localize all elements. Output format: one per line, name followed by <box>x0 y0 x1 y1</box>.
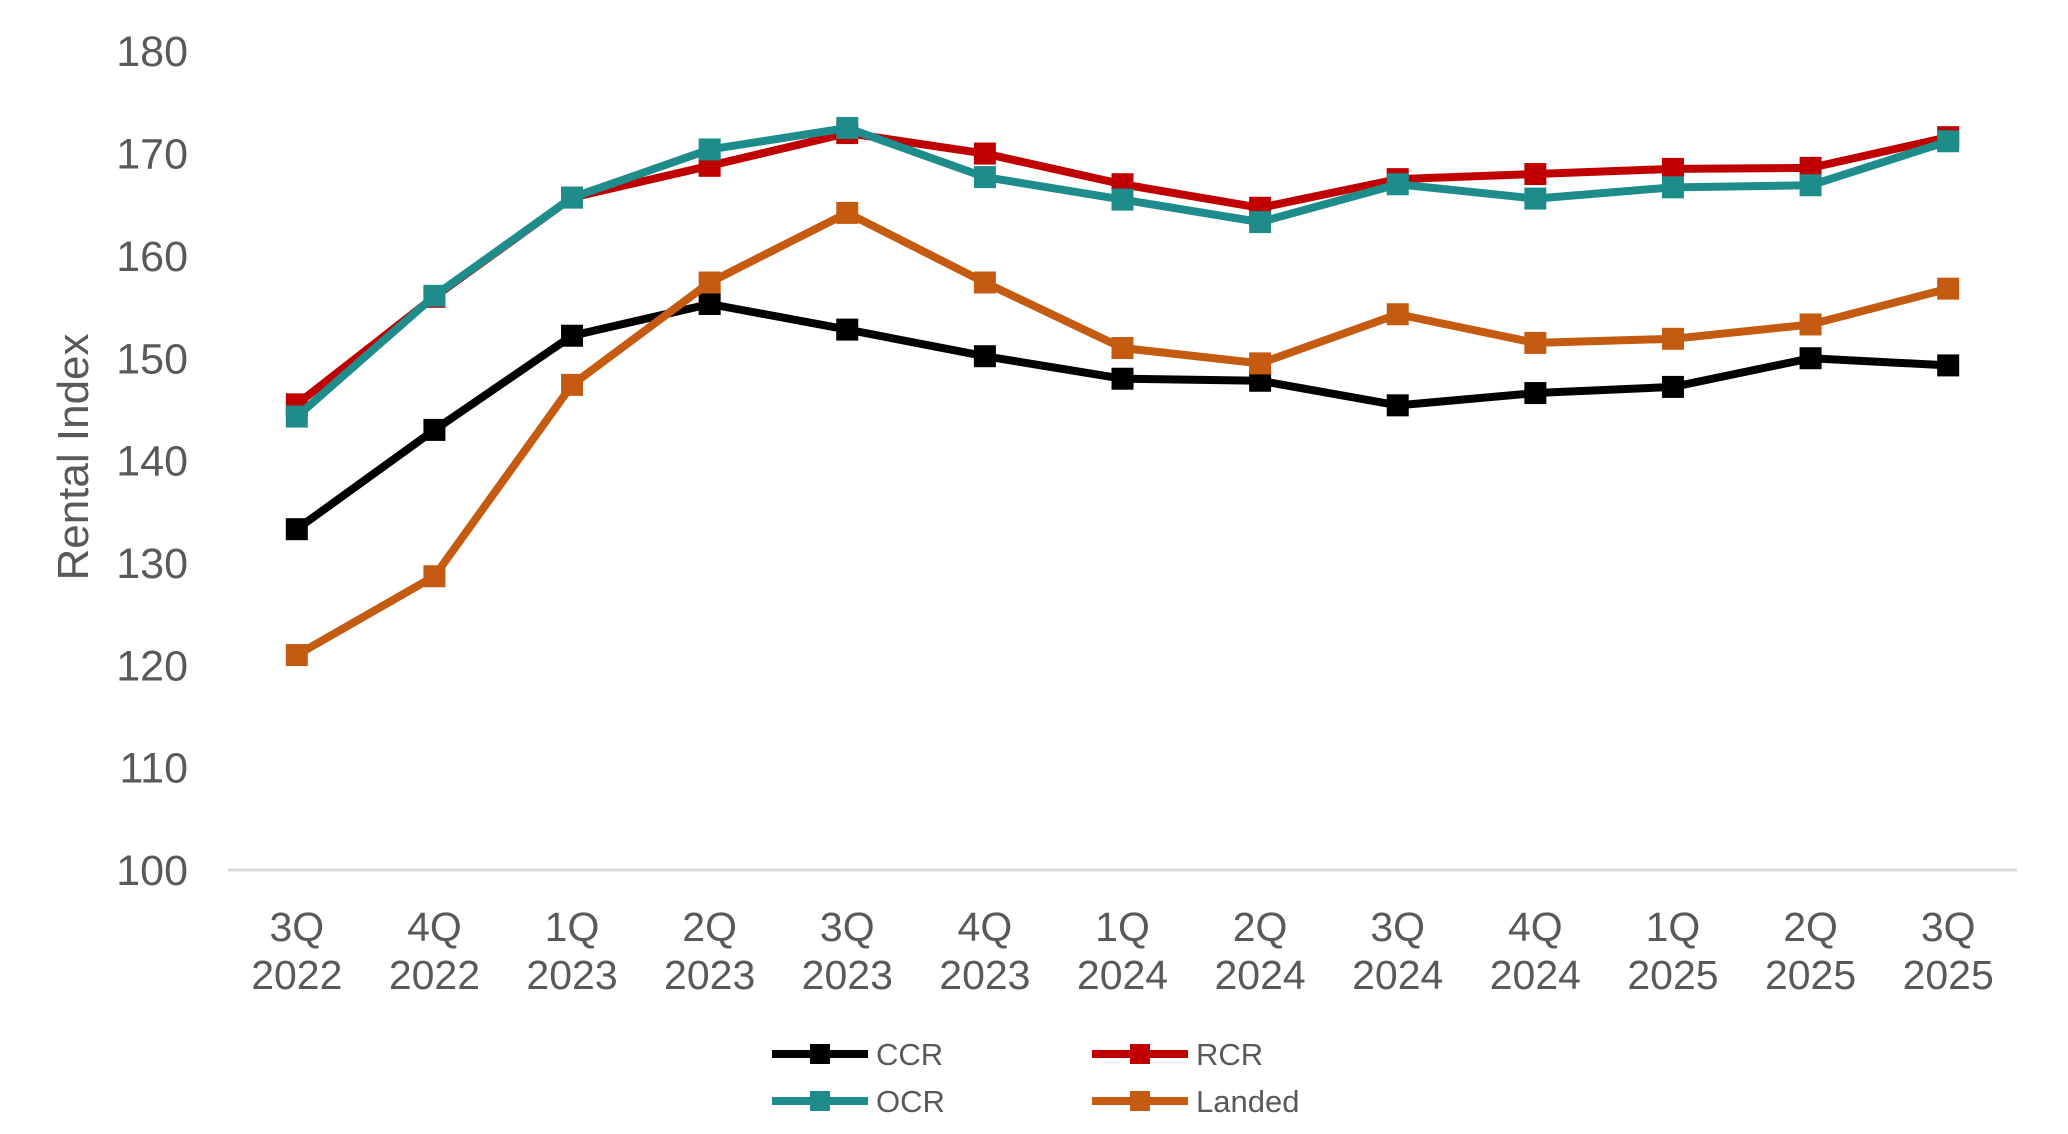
legend-item-rcr: RCR <box>1092 1037 1263 1072</box>
series-marker-landed <box>285 644 308 667</box>
series-marker-landed <box>423 565 446 588</box>
y-tick-label: 140 <box>116 438 188 486</box>
series-marker-ocr <box>561 186 584 209</box>
series-marker-ocr <box>836 116 859 139</box>
x-category-label: 3Q 2024 <box>1352 904 1443 998</box>
legend-item-landed: Landed <box>1092 1084 1299 1119</box>
legend-label: Landed <box>1196 1084 1299 1119</box>
x-category-label: 1Q 2023 <box>526 904 617 998</box>
series-marker-ccr <box>1937 354 1960 377</box>
series-marker-ccr <box>1111 367 1134 390</box>
series-marker-landed <box>1111 337 1134 360</box>
series-marker-landed <box>1386 303 1409 326</box>
series-marker-ocr <box>285 405 308 428</box>
x-category-label: 2Q 2024 <box>1215 904 1306 998</box>
x-category-label: 3Q 2022 <box>251 904 342 998</box>
series-marker-ocr <box>1524 187 1547 210</box>
legend-marker-swatch <box>810 1044 830 1064</box>
series-marker-landed <box>1799 313 1822 336</box>
x-category-label: 4Q 2022 <box>389 904 480 998</box>
series-marker-landed <box>1937 277 1960 300</box>
legend-label: CCR <box>876 1037 943 1072</box>
series-marker-ocr <box>973 166 996 189</box>
x-category-label: 1Q 2025 <box>1627 904 1718 998</box>
series-marker-ccr <box>836 318 859 341</box>
series-marker-rcr <box>1661 157 1684 180</box>
x-category-label: 4Q 2024 <box>1490 904 1581 998</box>
series-marker-landed <box>1249 352 1272 375</box>
legend-label: RCR <box>1196 1037 1263 1072</box>
y-tick-label: 130 <box>116 540 188 588</box>
y-tick-label: 170 <box>116 131 188 179</box>
series-marker-ocr <box>1937 130 1960 153</box>
series-marker-ocr <box>1799 174 1822 197</box>
legend-item-ocr: OCR <box>772 1084 945 1119</box>
series-marker-ccr <box>1661 375 1684 398</box>
series-marker-landed <box>561 373 584 396</box>
series-marker-ocr <box>1249 211 1272 234</box>
legend-layer: CCR RCR OCR Landed <box>772 1037 1299 1119</box>
series-layer <box>285 116 1960 667</box>
series-marker-ocr <box>423 284 446 307</box>
x-category-label: 2Q 2023 <box>664 904 755 998</box>
series-marker-ocr <box>698 138 721 161</box>
series-marker-ccr <box>423 418 446 441</box>
series-marker-ccr <box>698 293 721 316</box>
series-marker-ccr <box>561 324 584 347</box>
y-tick-label: 150 <box>116 335 188 383</box>
series-marker-landed <box>1524 331 1547 354</box>
x-category-label: 4Q 2023 <box>939 904 1030 998</box>
x-category-label: 3Q 2023 <box>802 904 893 998</box>
series-marker-ccr <box>285 518 308 541</box>
series-marker-rcr <box>973 142 996 165</box>
series-marker-rcr <box>1524 163 1547 186</box>
y-tick-label: 160 <box>116 233 188 281</box>
legend-item-ccr: CCR <box>772 1037 943 1072</box>
axis-layer: 100 110 120 130 140 150 160 170 180 3Q 2022 4Q 2022 1… <box>116 28 2017 998</box>
legend-marker-swatch <box>810 1091 830 1111</box>
series-marker-ccr <box>1799 347 1822 370</box>
series-marker-ccr <box>973 345 996 368</box>
series-marker-ccr <box>1249 369 1272 392</box>
series-line-landed <box>292 208 1953 660</box>
legend-marker-swatch <box>1130 1044 1150 1064</box>
series-marker-ccr <box>1386 394 1409 417</box>
series-marker-ocr <box>1386 173 1409 196</box>
series-marker-landed <box>836 201 859 224</box>
y-tick-label: 180 <box>116 28 188 76</box>
y-tick-label: 110 <box>119 745 188 793</box>
series-marker-landed <box>1661 327 1684 350</box>
x-category-label: 2Q 2025 <box>1765 904 1856 998</box>
y-tick-label: 100 <box>116 847 188 895</box>
series-marker-landed <box>698 271 721 294</box>
series-marker-ocr <box>1661 176 1684 199</box>
series-marker-rcr <box>1799 156 1822 179</box>
legend-marker-swatch <box>1130 1091 1150 1111</box>
legend-label: OCR <box>876 1084 945 1119</box>
y-tick-label: 120 <box>116 642 188 690</box>
series-marker-ocr <box>1111 188 1134 211</box>
y-axis-title: Rental Index <box>49 333 98 580</box>
series-marker-landed <box>973 271 996 294</box>
series-marker-ccr <box>1524 382 1547 405</box>
x-category-label: 1Q 2024 <box>1077 904 1168 998</box>
x-category-label: 3Q 2025 <box>1903 904 1994 998</box>
